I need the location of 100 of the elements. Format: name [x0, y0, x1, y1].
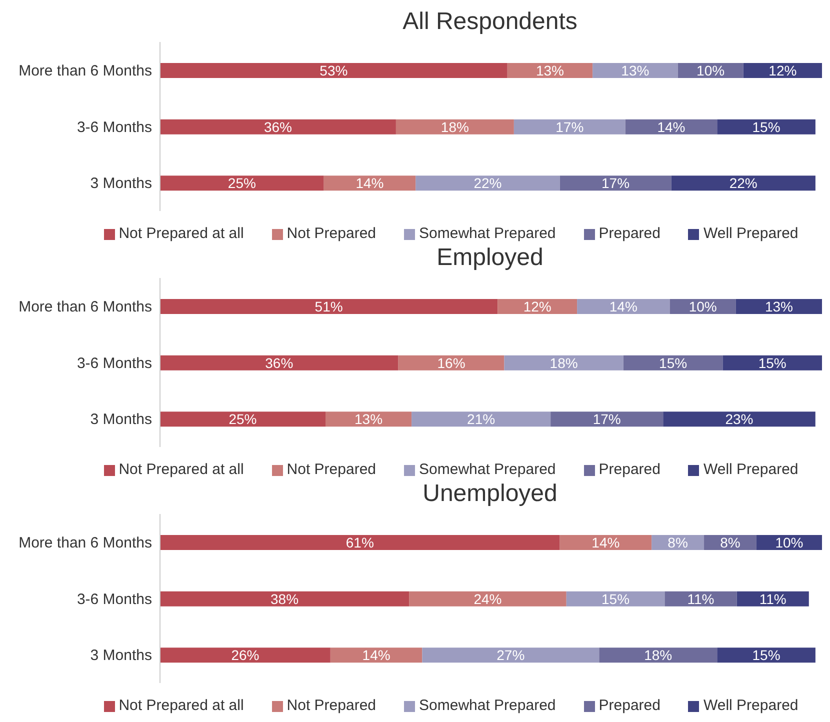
- legend-label: Prepared: [598, 225, 660, 242]
- bar: [160, 299, 498, 314]
- bar: [160, 63, 508, 78]
- bar: [422, 648, 600, 663]
- bar: [722, 355, 822, 370]
- data-label: 12%: [523, 298, 552, 314]
- legend-label: Somewhat Prepared: [419, 697, 556, 714]
- bar: [717, 648, 816, 663]
- legend-label: Well Prepared: [703, 461, 798, 478]
- bar: [330, 648, 422, 663]
- bar: [663, 412, 816, 427]
- data-label: 61%: [346, 534, 374, 550]
- data-label: 14%: [356, 175, 384, 192]
- data-label: 18%: [644, 647, 672, 664]
- bar: [623, 355, 723, 370]
- bar: [160, 355, 398, 370]
- bar: [671, 176, 816, 191]
- bar: [160, 535, 560, 550]
- y-tick-label: 3 Months: [90, 647, 152, 664]
- data-label: 10%: [775, 534, 804, 550]
- bar: [664, 591, 737, 606]
- data-label: 17%: [602, 175, 630, 192]
- chart-title: Employed: [436, 244, 544, 273]
- legend-label: Not Prepared: [286, 461, 376, 478]
- legend-label: Not Prepared: [286, 697, 376, 714]
- bar: [599, 648, 718, 663]
- bar: [717, 119, 816, 134]
- y-tick-label: 3-6 Months: [76, 354, 152, 372]
- data-label: 16%: [437, 354, 466, 371]
- bar: [504, 355, 624, 370]
- bar: [550, 412, 664, 427]
- y-tick-label: More than 6 Months: [18, 298, 152, 316]
- data-label: 10%: [696, 62, 725, 78]
- y-tick-label: 3-6 Months: [76, 118, 152, 136]
- data-label: 14%: [609, 298, 638, 314]
- data-label: 17%: [556, 118, 584, 135]
- data-label: 24%: [474, 590, 502, 607]
- y-tick-label: More than 6 Months: [18, 534, 152, 552]
- bar: [498, 299, 578, 314]
- bar: [326, 412, 412, 427]
- data-label: 12%: [768, 62, 797, 78]
- data-label: 13%: [354, 411, 383, 428]
- data-label: 22%: [729, 175, 758, 192]
- data-label: 38%: [270, 590, 299, 607]
- bar: [566, 591, 665, 606]
- bar: [160, 119, 396, 134]
- bar: [560, 176, 672, 191]
- bar: [396, 119, 514, 134]
- data-label: 14%: [657, 118, 686, 135]
- y-tick-label: 3-6 Months: [76, 590, 152, 608]
- data-label: 15%: [602, 590, 630, 607]
- bar: [560, 535, 652, 550]
- data-label: 36%: [264, 118, 292, 135]
- data-label: 11%: [687, 590, 714, 607]
- data-label: 27%: [496, 647, 525, 664]
- chart-title: All Respondents: [402, 8, 578, 37]
- bar: [409, 591, 566, 606]
- data-label: 36%: [265, 354, 294, 371]
- bar: [160, 412, 326, 427]
- legend-label: Well Prepared: [703, 225, 798, 242]
- legend-label: Somewhat Prepared: [419, 461, 556, 478]
- chart-title: Unemployed: [422, 480, 558, 509]
- data-label: 25%: [228, 175, 256, 192]
- data-label: 8%: [720, 534, 740, 550]
- bar: [592, 63, 678, 78]
- bar: [507, 63, 593, 78]
- data-label: 10%: [688, 298, 717, 314]
- data-label: 23%: [725, 411, 754, 428]
- data-label: 17%: [592, 411, 621, 428]
- data-label: 53%: [320, 62, 348, 78]
- data-label: 8%: [668, 534, 688, 550]
- bar: [743, 63, 822, 78]
- bar: [625, 119, 718, 134]
- legend-label: Prepared: [598, 697, 660, 714]
- y-tick-label: 3 Months: [90, 175, 152, 192]
- data-label: 21%: [467, 411, 496, 428]
- data-label: 13%: [621, 62, 650, 78]
- data-label: 15%: [752, 647, 780, 664]
- data-label: 14%: [362, 647, 390, 664]
- data-label: 22%: [474, 175, 502, 192]
- legend-label: Not Prepared at all: [118, 225, 244, 242]
- bar: [160, 648, 330, 663]
- data-label: 15%: [758, 354, 786, 371]
- legend-label: Not Prepared at all: [118, 461, 244, 478]
- data-label: 18%: [550, 354, 578, 371]
- bar: [412, 412, 551, 427]
- data-label: 51%: [314, 298, 343, 314]
- data-label: 14%: [592, 534, 620, 550]
- data-label: 15%: [659, 354, 688, 371]
- bar: [577, 299, 670, 314]
- y-tick-label: More than 6 Months: [18, 62, 152, 80]
- bar: [160, 176, 324, 191]
- bar: [160, 591, 410, 606]
- legend-label: Somewhat Prepared: [419, 225, 556, 242]
- bar: [416, 176, 560, 191]
- data-label: 11%: [759, 590, 786, 607]
- bar: [514, 119, 626, 134]
- bar: [736, 299, 822, 314]
- data-label: 26%: [231, 647, 260, 664]
- bar: [324, 176, 416, 191]
